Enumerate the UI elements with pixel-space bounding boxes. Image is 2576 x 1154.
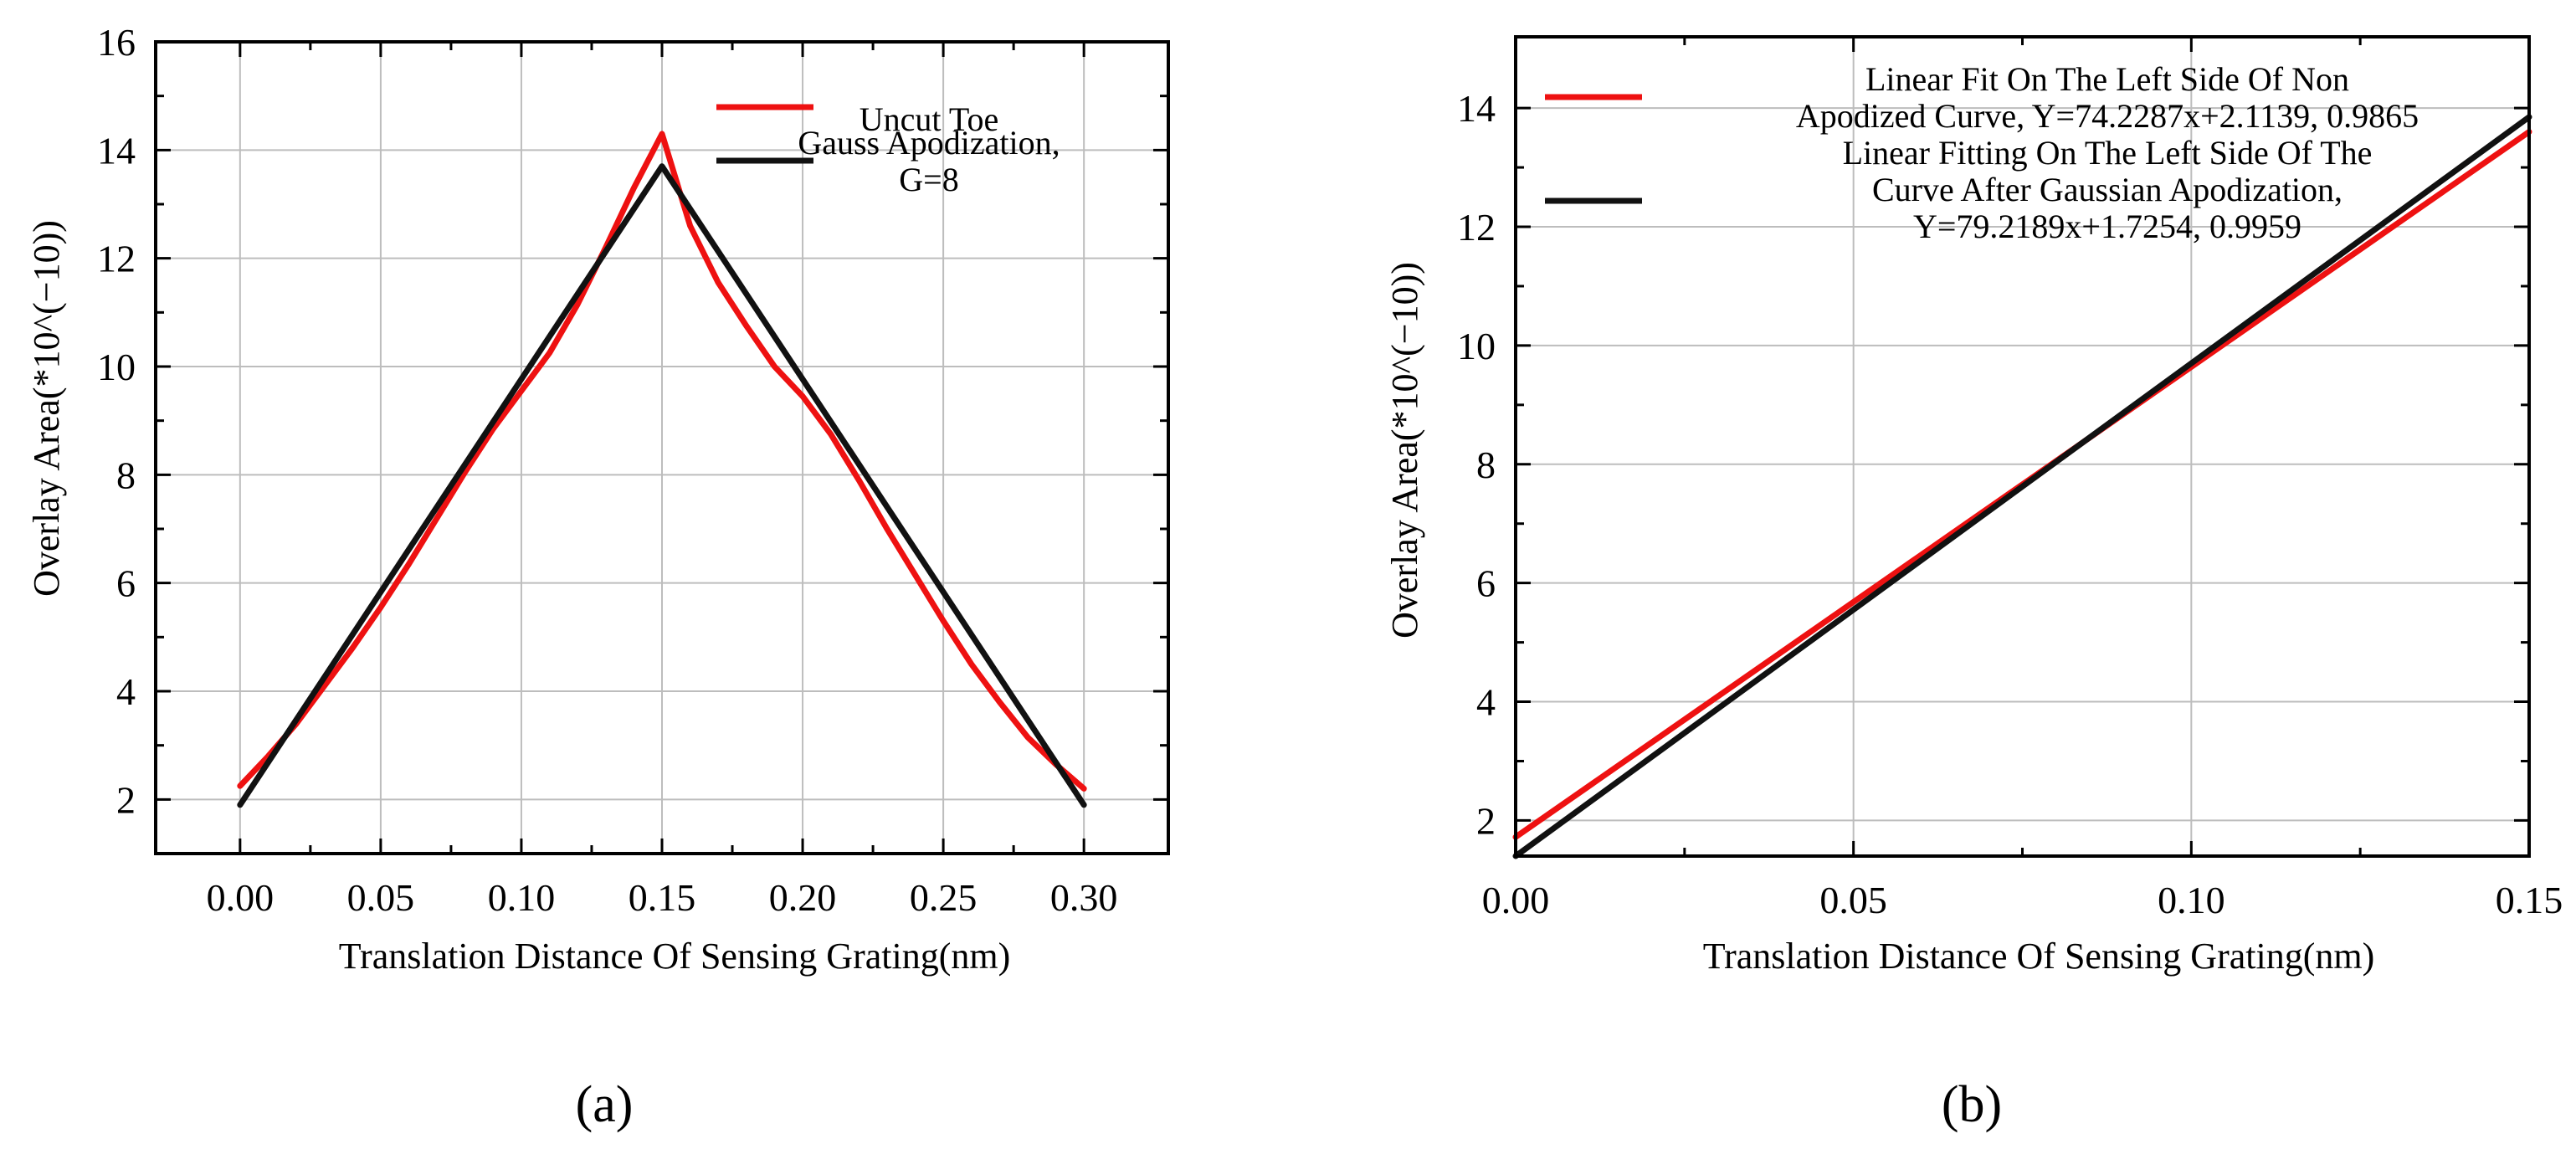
x-tick-label-a: 0.10: [488, 876, 556, 919]
series-line-a-1: [237, 131, 1087, 792]
x-tick-label-b: 0.00: [1482, 879, 1550, 921]
y-tick-label-a: 14: [97, 129, 136, 172]
y-tick-label-a: 2: [116, 778, 136, 821]
y-tick-label-a: 8: [116, 454, 136, 496]
y-tick-label-a: 6: [116, 562, 136, 605]
y-tick-label-b: 6: [1476, 562, 1496, 605]
plot-frame-b: [1514, 35, 2531, 858]
x-tick-label-a: 0.05: [347, 876, 415, 919]
y-tick-label-b: 8: [1476, 444, 1496, 486]
x-axis-title-b: Translation Distance Of Sensing Grating(…: [1703, 936, 2374, 977]
y-tick-label-b: 2: [1476, 799, 1496, 842]
x-tick-label-b: 0.05: [1819, 879, 1887, 921]
ticks-b: 0.00 0.05 0.10 0.15 2 4 6 8 10 12 14: [1457, 37, 2563, 921]
panel-label-a: (a): [576, 1076, 634, 1133]
series-b: [1512, 114, 2532, 859]
y-tick-label-a: 4: [116, 670, 136, 713]
x-tick-label-b: 0.15: [2496, 879, 2563, 921]
series-line-a-2: [237, 163, 1087, 808]
legend-label-a-1: Uncut Toe: [860, 100, 998, 138]
y-tick-label-b: 12: [1457, 206, 1496, 249]
y-tick-label-b: 10: [1457, 325, 1496, 367]
y-tick-label-a: 12: [97, 238, 136, 280]
legend-label-b-2: Linear Fitting On The Left Side Of The: [1843, 134, 2373, 172]
series-a: [237, 131, 1087, 808]
y-axis-title-a: Overlay Area(*10^(−10)): [26, 220, 67, 597]
legend-label-a-2: G=8: [899, 161, 958, 198]
legend-b: Linear Fit On The Left Side Of NonApodiz…: [1545, 60, 2419, 245]
x-axis-title-a: Translation Distance Of Sensing Grating(…: [339, 936, 1010, 977]
legend-label-b-2: Curve After Gaussian Apodization,: [1872, 171, 2343, 208]
panel-label-b: (b): [1942, 1076, 2002, 1133]
ticks-a: 0.00 0.05 0.10 0.15 0.20 0.25 0.30 2 4 6 8 10 12 14 16: [97, 21, 1168, 919]
x-tick-label-a: 0.30: [1050, 876, 1118, 919]
legend-label-a-2: Gauss Apodization,: [798, 124, 1060, 162]
x-tick-label-a: 0.15: [629, 876, 696, 919]
x-tick-label-a: 0.25: [910, 876, 978, 919]
minor-ticks-a: [156, 42, 1168, 854]
y-tick-label-a: 16: [97, 21, 136, 64]
legend-label-b-1: Linear Fit On The Left Side Of Non: [1865, 60, 2349, 98]
legend-label-b-2: Y=79.2189x+1.7254, 0.9959: [1913, 208, 2301, 245]
y-tick-label-b: 14: [1457, 87, 1496, 130]
chart-panel-b: 0.00 0.05 0.10 0.15 2 4 6 8 10 12 14 Linear Fit On…: [1384, 35, 2563, 1133]
x-tick-label-b: 0.10: [2158, 879, 2225, 921]
y-tick-label-a: 10: [97, 346, 136, 388]
legend-label-b-1: Apodized Curve, Y=74.2287x+2.1139, 0.986…: [1796, 97, 2419, 135]
x-tick-label-a: 0.00: [207, 876, 275, 919]
series-line-b-2: [1512, 114, 2532, 859]
x-tick-label-a: 0.20: [769, 876, 837, 919]
grid-a: [156, 41, 1168, 854]
y-axis-title-b: Overlay Area(*10^(−10)): [1384, 262, 1425, 639]
y-tick-label-b: 4: [1476, 681, 1496, 724]
plot-border-b: [1514, 35, 2531, 858]
chart-panel-a: 0.00 0.05 0.10 0.15 0.20 0.25 0.30 2 4 6 8 10 12 14 16…: [26, 21, 1170, 1133]
